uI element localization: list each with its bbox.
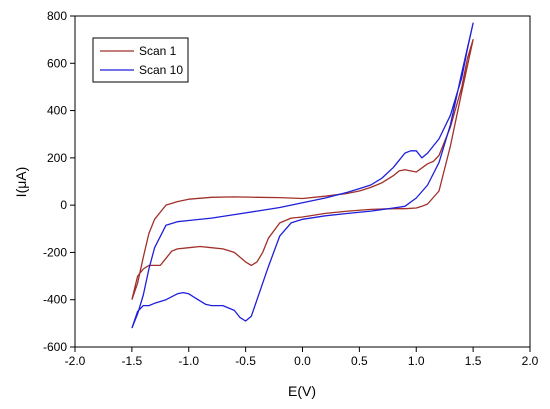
x-axis-title: E(V) (288, 383, 316, 399)
x-tick-label: 2.0 (522, 354, 539, 368)
series-layer (131, 22, 474, 329)
y-tick-label: 200 (47, 151, 67, 165)
x-axis: -2.0 -1.5 -1.0 -0.5 0.0 0.5 1.0 1.5 2.0 (65, 347, 539, 368)
y-tick-label: 0 (60, 198, 67, 212)
series-line-scan-1 (131, 38, 474, 300)
legend-box (92, 37, 189, 83)
y-tick-label: -600 (43, 340, 67, 354)
y-axis: -600 -400 -200 0 200 400 600 800 (43, 9, 75, 354)
x-tick-label: -2.0 (65, 354, 86, 368)
x-tick-label: -1.0 (178, 354, 199, 368)
y-tick-label: 600 (47, 56, 67, 70)
y-tick-label: 800 (47, 9, 67, 23)
legend-label-scan-10: Scan 10 (139, 63, 183, 77)
x-tick-label: -1.5 (122, 354, 143, 368)
y-tick-label: 400 (47, 104, 67, 118)
x-tick-label: 1.5 (465, 354, 482, 368)
series-line-scan-10 (131, 22, 474, 329)
legend-label-scan-1: Scan 1 (139, 44, 177, 58)
x-tick-label: 0.0 (294, 354, 311, 368)
y-tick-label: -200 (43, 245, 67, 259)
x-tick-label: 0.5 (351, 354, 368, 368)
y-tick-label: -400 (43, 293, 67, 307)
legend: Scan 1 Scan 10 (92, 37, 189, 83)
x-tick-label: -0.5 (235, 354, 256, 368)
y-axis-title: I(μA) (13, 167, 29, 198)
x-tick-label: 1.0 (408, 354, 425, 368)
